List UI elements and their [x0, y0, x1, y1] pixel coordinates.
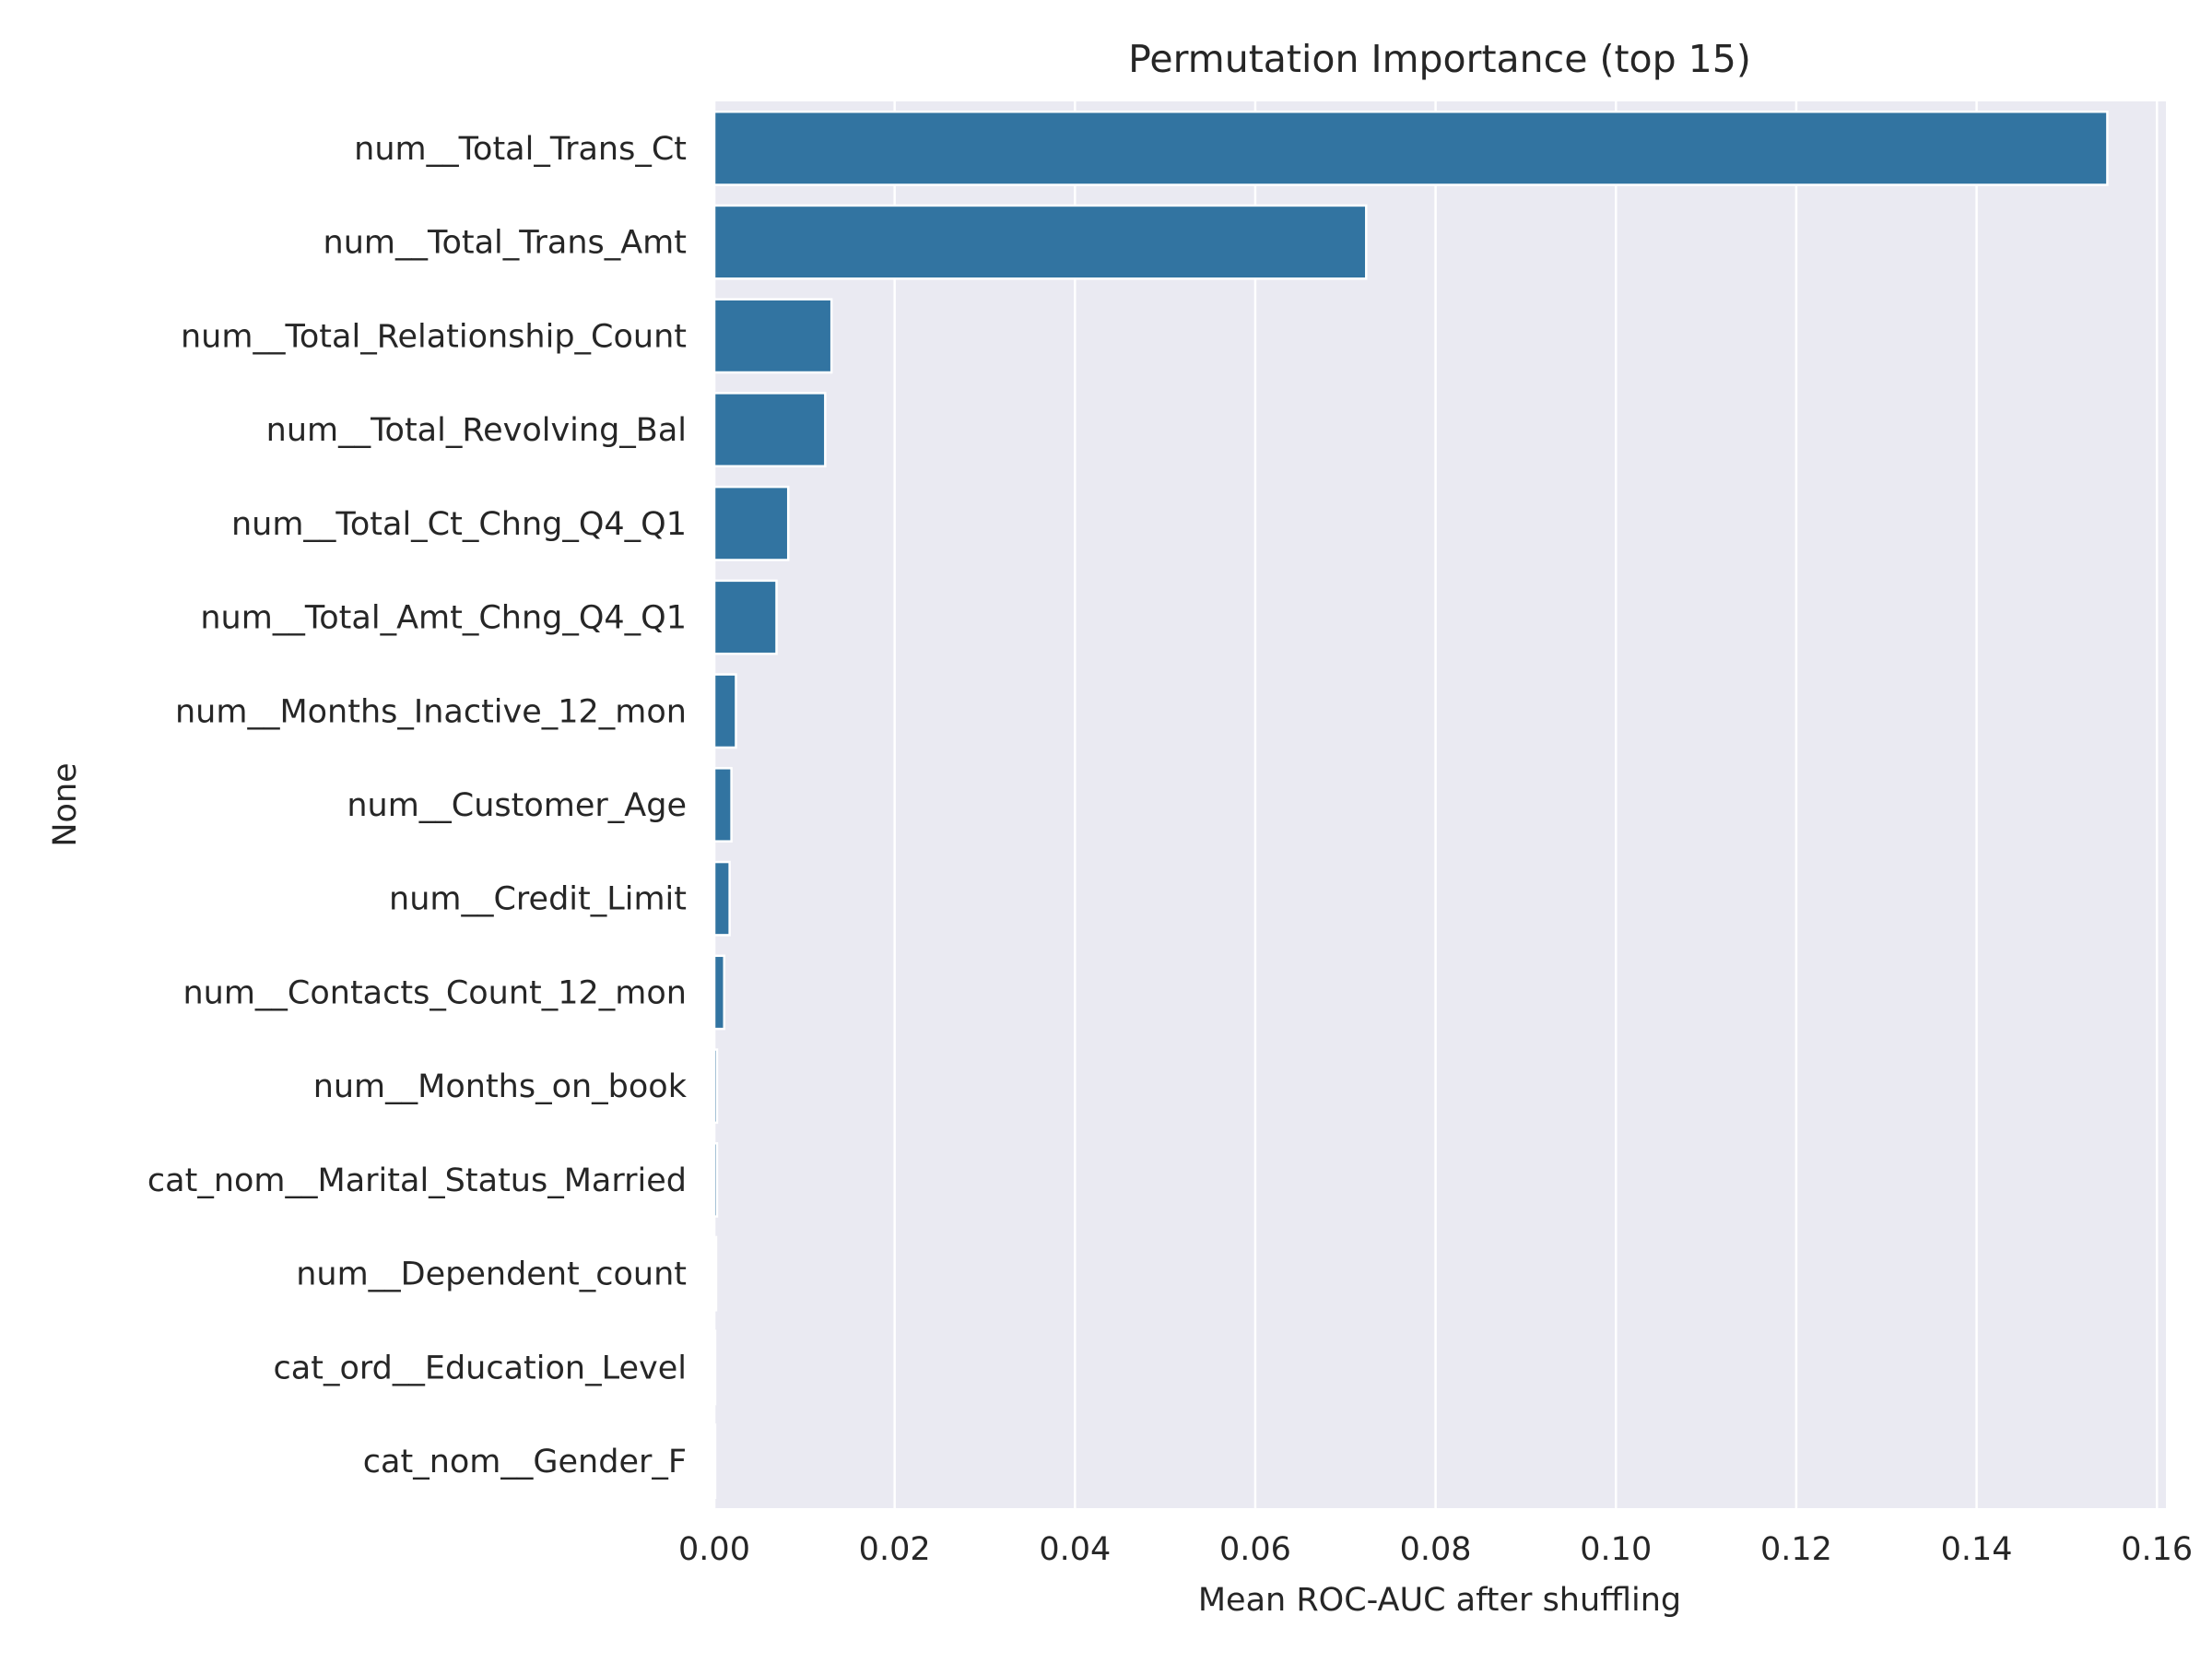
y-tick-label: cat_nom__Gender_F [363, 1444, 687, 1480]
bar [712, 1048, 719, 1125]
x-tick-label: 0.16 [2121, 1531, 2193, 1568]
y-tick-label: cat_nom__Marital_Status_Married [147, 1162, 687, 1199]
bar [712, 204, 1368, 280]
bar [712, 1423, 717, 1500]
y-tick-label: num__Months_on_book [313, 1068, 688, 1105]
x-tick-label: 0.00 [678, 1531, 750, 1568]
y-tick-label: num__Contacts_Count_12_mon [182, 974, 687, 1011]
bar [712, 1329, 717, 1406]
bar [712, 767, 733, 843]
x-tick-label: 0.08 [1400, 1531, 1472, 1568]
x-tick-labels: 0.00 0.02 0.04 0.06 0.08 0.10 0.12 0.14 0.16 [678, 1531, 2193, 1568]
grid-lines [712, 101, 2159, 1508]
bars [712, 110, 2109, 1500]
x-tick-label: 0.12 [1760, 1531, 1832, 1568]
bar [712, 1235, 718, 1312]
plot-background [714, 101, 2166, 1508]
x-tick-label: 0.06 [1219, 1531, 1291, 1568]
y-tick-label: num__Total_Trans_Ct [354, 131, 687, 168]
x-tick-label: 0.10 [1580, 1531, 1652, 1568]
y-tick-label: num__Total_Trans_Amt [324, 225, 687, 262]
y-tick-label: num__Dependent_count [296, 1256, 687, 1293]
bar [712, 485, 790, 561]
y-tick-label: num__Customer_Age [347, 787, 687, 824]
bar [712, 1142, 719, 1218]
bar [712, 298, 833, 374]
x-tick-label: 0.14 [1941, 1531, 2013, 1568]
y-tick-label: num__Total_Ct_Chng_Q4_Q1 [231, 506, 687, 543]
x-tick-label: 0.02 [859, 1531, 931, 1568]
y-tick-label: cat_ord__Education_Level [274, 1350, 687, 1386]
y-tick-label: num__Total_Relationship_Count [181, 318, 687, 355]
bar [712, 392, 827, 467]
bar [712, 673, 737, 749]
y-axis-label: None [47, 762, 84, 846]
y-tick-labels: num__Total_Trans_Ct num__Total_Trans_Amtn… [147, 131, 688, 1480]
bar [712, 954, 726, 1031]
y-tick-label: num__Total_Amt_Chng_Q4_Q1 [200, 600, 687, 637]
bar [712, 110, 2109, 186]
bar [712, 860, 731, 937]
bar [712, 579, 778, 655]
y-tick-label: num__Total_Revolving_Bal [266, 412, 687, 449]
x-tick-label: 0.04 [1039, 1531, 1111, 1568]
y-tick-label: num__Credit_Limit [389, 881, 687, 918]
chart-title: Permutation Importance (top 15) [1128, 37, 1751, 81]
x-axis-label: Mean ROC-AUC after shuffling [1198, 1582, 1681, 1619]
y-tick-label: num__Months_Inactive_12_mon [175, 693, 687, 730]
